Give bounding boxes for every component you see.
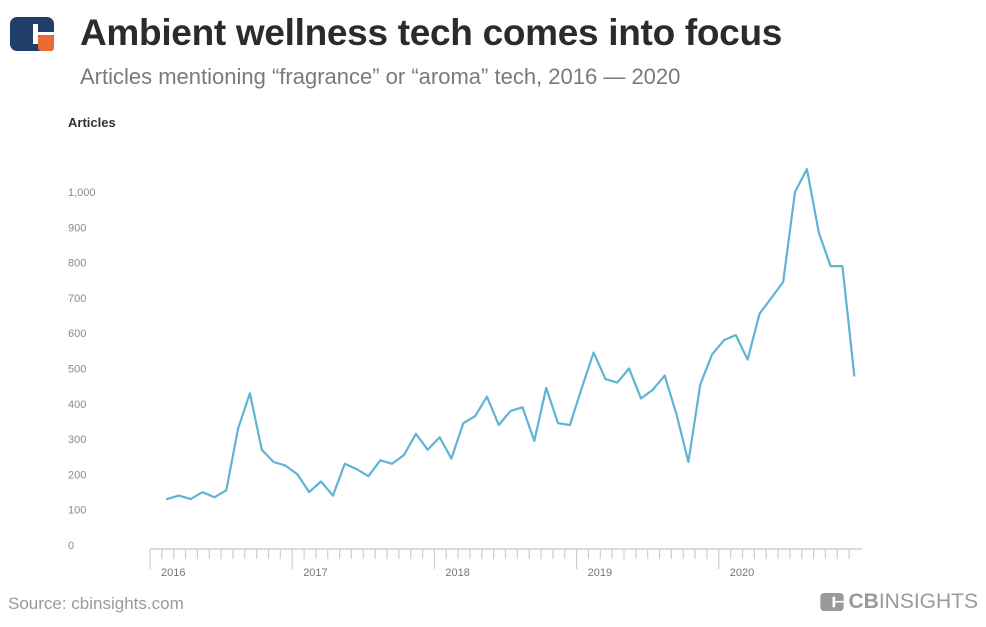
data-point: [746, 359, 748, 361]
data-point: [225, 489, 227, 491]
data-point: [711, 353, 713, 355]
data-point: [261, 449, 263, 451]
y-tick-label: 600: [68, 328, 86, 340]
y-tick-label: 0: [68, 540, 74, 552]
data-point: [403, 454, 405, 456]
data-point: [474, 415, 476, 417]
data-point: [249, 392, 251, 394]
data-point: [616, 381, 618, 383]
data-point: [427, 449, 429, 451]
data-point: [829, 265, 831, 267]
brand-rest: INSIGHTS: [878, 590, 978, 613]
data-point: [178, 494, 180, 496]
y-tick-label: 700: [68, 293, 86, 305]
data-point: [533, 440, 535, 442]
data-point: [628, 367, 630, 369]
data-point: [367, 475, 369, 477]
data-point: [545, 387, 547, 389]
data-point: [640, 397, 642, 399]
y-tick-label: 400: [68, 399, 86, 411]
data-point: [581, 387, 583, 389]
y-tick-label: 300: [68, 434, 86, 446]
data-point: [770, 297, 772, 299]
data-point: [841, 265, 843, 267]
data-point: [782, 281, 784, 283]
data-point: [498, 424, 500, 426]
data-point: [308, 491, 310, 493]
data-point: [462, 422, 464, 424]
data-point: [415, 433, 417, 435]
data-point: [735, 334, 737, 336]
y-tick-label: 1,000: [68, 187, 96, 199]
cb-insights-wordmark: CB INSIGHTS: [820, 590, 978, 614]
data-point: [723, 339, 725, 341]
x-tick-label-year: 2017: [303, 567, 327, 579]
source-note: Source: cbinsights.com: [8, 594, 184, 613]
brand-bold: CB: [848, 590, 879, 613]
data-point: [557, 422, 559, 424]
data-point: [201, 491, 203, 493]
data-point: [450, 457, 452, 459]
data-point: [237, 427, 239, 429]
data-point: [592, 351, 594, 353]
data-point: [758, 313, 760, 315]
data-point: [284, 464, 286, 466]
x-tick-label-year: 2016: [161, 567, 185, 579]
data-point: [190, 498, 192, 500]
data-point: [213, 496, 215, 498]
data-point: [853, 374, 855, 376]
y-tick-label: 200: [68, 469, 86, 481]
data-point: [521, 406, 523, 408]
logo-gap-h: [33, 32, 54, 35]
data-point: [509, 410, 511, 412]
wordmark-logo-icon: [820, 593, 845, 611]
y-tick-label: 100: [68, 505, 86, 517]
data-point: [296, 473, 298, 475]
data-point: [806, 168, 808, 170]
series-line-articles: [165, 168, 856, 501]
y-axis-ticks: 0 100 200 300 400 500 600 700 800 900 1,000: [68, 187, 96, 552]
x-tick-label-year: 2020: [730, 567, 754, 579]
y-axis-label: Articles: [68, 115, 116, 130]
chart-subtitle: Articles mentioning “fragrance” or “arom…: [80, 64, 681, 89]
data-point: [344, 463, 346, 465]
cb-insights-logo: [10, 17, 54, 51]
y-tick-label: 500: [68, 364, 86, 376]
data-point: [664, 374, 666, 376]
data-point: [687, 461, 689, 463]
data-point: [486, 396, 488, 398]
data-point: [355, 468, 357, 470]
y-tick-label: 800: [68, 258, 86, 270]
data-point: [652, 389, 654, 391]
data-point: [818, 231, 820, 233]
data-point: [569, 424, 571, 426]
data-point: [166, 498, 168, 500]
data-point: [794, 191, 796, 193]
data-points: [166, 168, 856, 500]
y-tick-label: 900: [68, 222, 86, 234]
logo-orange-block: [38, 34, 54, 51]
data-point: [675, 413, 677, 415]
data-point: [391, 463, 393, 465]
x-tick-label-year: 2018: [445, 567, 469, 579]
data-point: [379, 459, 381, 461]
x-tick-label-year: 2019: [588, 567, 612, 579]
data-point: [272, 461, 274, 463]
data-point: [320, 480, 322, 482]
data-point: [604, 378, 606, 380]
data-point: [699, 383, 701, 385]
data-point: [332, 494, 334, 496]
x-axis: 2016 2017 2018 2019 2020: [149, 548, 863, 579]
data-point: [438, 436, 440, 438]
chart-title: Ambient wellness tech comes into focus: [80, 12, 783, 53]
